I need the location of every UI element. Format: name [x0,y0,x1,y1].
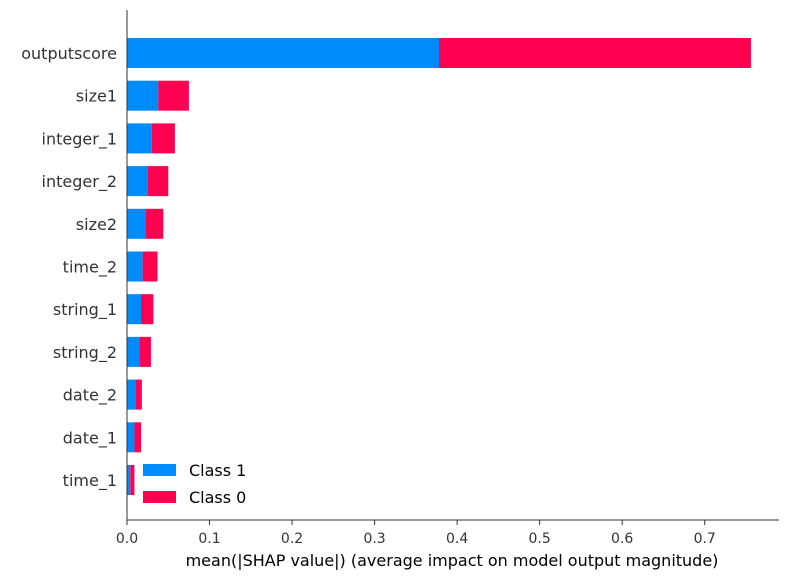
bar-time_1-series-0 [127,465,131,495]
bar-outputscore-series-0 [127,38,439,68]
category-label: string_2 [53,343,117,363]
bar-time_2-series-1 [142,251,158,282]
x-tick-label: 0.6 [611,531,633,547]
bar-time_1-series-1 [130,465,135,495]
category-label: time_2 [63,258,117,278]
x-tick-label: 0.0 [116,531,138,547]
bar-integer_1-series-0 [127,123,152,154]
bar-string_2-series-1 [139,336,151,367]
bar-integer_2-series-1 [147,166,169,197]
category-label: time_1 [63,471,117,491]
bar-date_1-series-0 [127,422,135,453]
bar-size2-series-1 [145,208,164,239]
legend: Class 1 Class 0 [143,461,246,507]
legend-label: Class 0 [189,488,246,507]
x-axis-title: mean(|SHAP value|) (average impact on mo… [186,551,719,570]
category-labels: outputscore size1 integer_1 integer_2 size2 t… [21,44,117,491]
x-tick-label: 0.7 [694,531,716,547]
bar-string_1-series-0 [127,294,142,325]
category-label: integer_1 [42,129,117,149]
x-tick-label: 0.1 [198,531,220,547]
bar-outputscore-series-1 [438,38,751,68]
bar-string_2-series-0 [127,336,140,367]
category-label: size2 [76,215,117,234]
legend-label: Class 1 [189,461,246,480]
legend-swatch [143,491,176,503]
bar-date_2-series-1 [135,379,142,410]
bars-group [127,38,751,495]
category-label: integer_2 [42,172,117,192]
x-tick-label: 0.3 [363,531,385,547]
x-tick-label: 0.4 [446,531,468,547]
bar-date_2-series-0 [127,379,136,410]
x-tick-label: 0.5 [529,531,551,547]
bar-size2-series-0 [127,208,146,239]
bar-size1-series-1 [158,80,189,111]
x-ticks: 0.0 0.1 0.2 0.3 0.4 0.5 0.6 0.7 [116,520,716,547]
bar-size1-series-0 [127,80,159,111]
category-label: string_1 [53,300,117,320]
category-label: date_2 [63,386,117,406]
bar-integer_2-series-0 [127,166,148,197]
x-tick-label: 0.2 [281,531,303,547]
category-label: size1 [76,87,117,106]
bar-string_1-series-1 [141,294,154,325]
bar-time_2-series-0 [127,251,143,282]
category-label: outputscore [21,44,117,63]
bar-date_1-series-1 [134,422,142,453]
legend-swatch [143,464,176,476]
axes-group [126,10,779,521]
bar-integer_1-series-1 [151,123,175,154]
category-label: date_1 [63,428,117,448]
